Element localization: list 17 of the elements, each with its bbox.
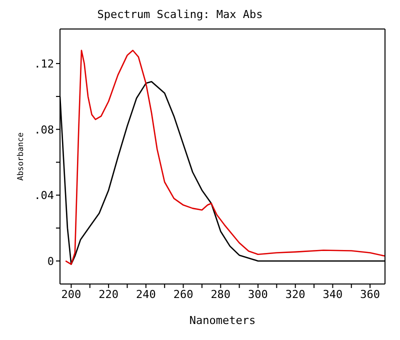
chart-title: Spectrum Scaling: Max Abs xyxy=(96,8,264,22)
x-tick-label: 240 xyxy=(136,288,156,301)
line-series xyxy=(64,50,385,265)
x-tick-label: 280 xyxy=(210,288,231,301)
x-tick-label: 260 xyxy=(173,288,194,301)
y-tick-label: .12 xyxy=(34,57,54,70)
y-tick-label: 0 xyxy=(47,254,54,268)
x-tick-label: 320 xyxy=(285,288,306,301)
x-tick-label: 300 xyxy=(248,288,268,301)
x-tick-label: 200 xyxy=(61,288,82,301)
x-tick-label: 360 xyxy=(360,288,380,301)
x-axis-title: Nanometers xyxy=(189,314,256,327)
y-axis-title: Absorbance xyxy=(16,132,25,181)
y-tick-label: .04 xyxy=(34,189,54,202)
x-tick-label: 220 xyxy=(98,288,118,301)
y-tick-label: .08 xyxy=(34,123,54,136)
x-tick-label: 340 xyxy=(322,288,343,301)
